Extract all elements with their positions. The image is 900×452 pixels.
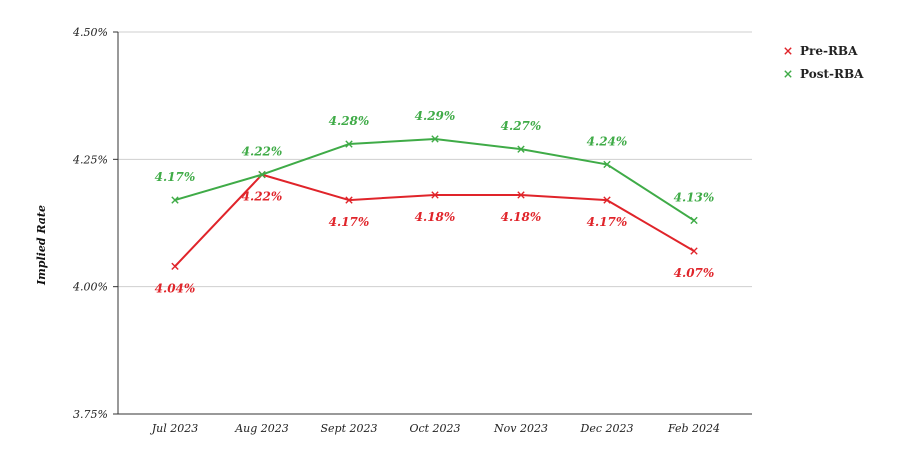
data-label-pre-rba: 4.04% xyxy=(155,281,196,295)
data-point-pre-rba xyxy=(517,191,525,199)
data-label-pre-rba: 4.18% xyxy=(415,210,456,224)
data-label-pre-rba: 4.07% xyxy=(674,266,715,280)
x-tick-label: Feb 2024 xyxy=(667,422,720,435)
y-axis-title: Implied Rate xyxy=(35,205,48,286)
x-tick-label: Jul 2023 xyxy=(150,422,199,435)
data-point-post-rba xyxy=(171,196,179,204)
data-point-pre-rba xyxy=(345,196,353,204)
data-label-pre-rba: 4.18% xyxy=(501,210,542,224)
data-point-post-rba xyxy=(345,140,353,148)
legend-label-pre-rba: Pre-RBA xyxy=(800,44,858,58)
data-point-pre-rba xyxy=(690,247,698,255)
y-tick-label: 4.00% xyxy=(72,281,108,294)
x-tick-label: Nov 2023 xyxy=(493,422,548,435)
axis-layer: 3.75% 4.00% 4.25% 4.50% Jul 2023 Aug 2023 Sept… xyxy=(72,26,752,435)
data-point-pre-rba xyxy=(431,191,439,199)
legend: Pre-RBA Post-RBA xyxy=(784,44,864,81)
data-point-pre-rba xyxy=(603,196,611,204)
data-label-post-rba: 4.24% xyxy=(587,134,628,148)
data-label-post-rba: 4.13% xyxy=(674,190,715,204)
data-point-post-rba xyxy=(258,170,266,179)
legend-marker-pre-rba xyxy=(784,47,792,55)
data-label-post-rba: 4.22% xyxy=(242,145,283,159)
x-tick-label: Dec 2023 xyxy=(580,422,634,435)
data-label-layer: 4.04% 4.22% 4.17% 4.18% 4.18% 4.17% 4.07% 4.17%… xyxy=(155,109,715,295)
data-label-post-rba: 4.27% xyxy=(501,119,542,133)
x-tick-label: Sept 2023 xyxy=(321,422,378,435)
y-tick-label: 3.75% xyxy=(73,408,108,421)
x-tick-label: Oct 2023 xyxy=(409,422,460,435)
data-point-post-rba xyxy=(517,145,525,153)
data-label-pre-rba: 4.22% xyxy=(242,190,283,204)
x-tick-label: Aug 2023 xyxy=(234,422,289,435)
data-label-pre-rba: 4.17% xyxy=(587,215,628,229)
data-point-post-rba xyxy=(690,216,698,225)
series-layer xyxy=(171,135,698,270)
y-tick-label: 4.50% xyxy=(72,26,108,39)
legend-label-post-rba: Post-RBA xyxy=(800,67,864,81)
legend-item-post-rba: Post-RBA xyxy=(784,67,864,81)
data-label-post-rba: 4.28% xyxy=(329,114,370,128)
data-point-post-rba xyxy=(431,135,439,143)
legend-marker-post-rba xyxy=(784,70,792,78)
legend-item-pre-rba: Pre-RBA xyxy=(784,44,858,58)
data-point-pre-rba xyxy=(171,262,179,270)
y-tick-label: 4.25% xyxy=(72,153,108,166)
data-point-post-rba xyxy=(603,160,611,169)
data-label-post-rba: 4.17% xyxy=(155,170,196,184)
data-label-post-rba: 4.29% xyxy=(415,109,456,123)
grid-layer xyxy=(118,31,752,288)
data-label-pre-rba: 4.17% xyxy=(329,215,370,229)
